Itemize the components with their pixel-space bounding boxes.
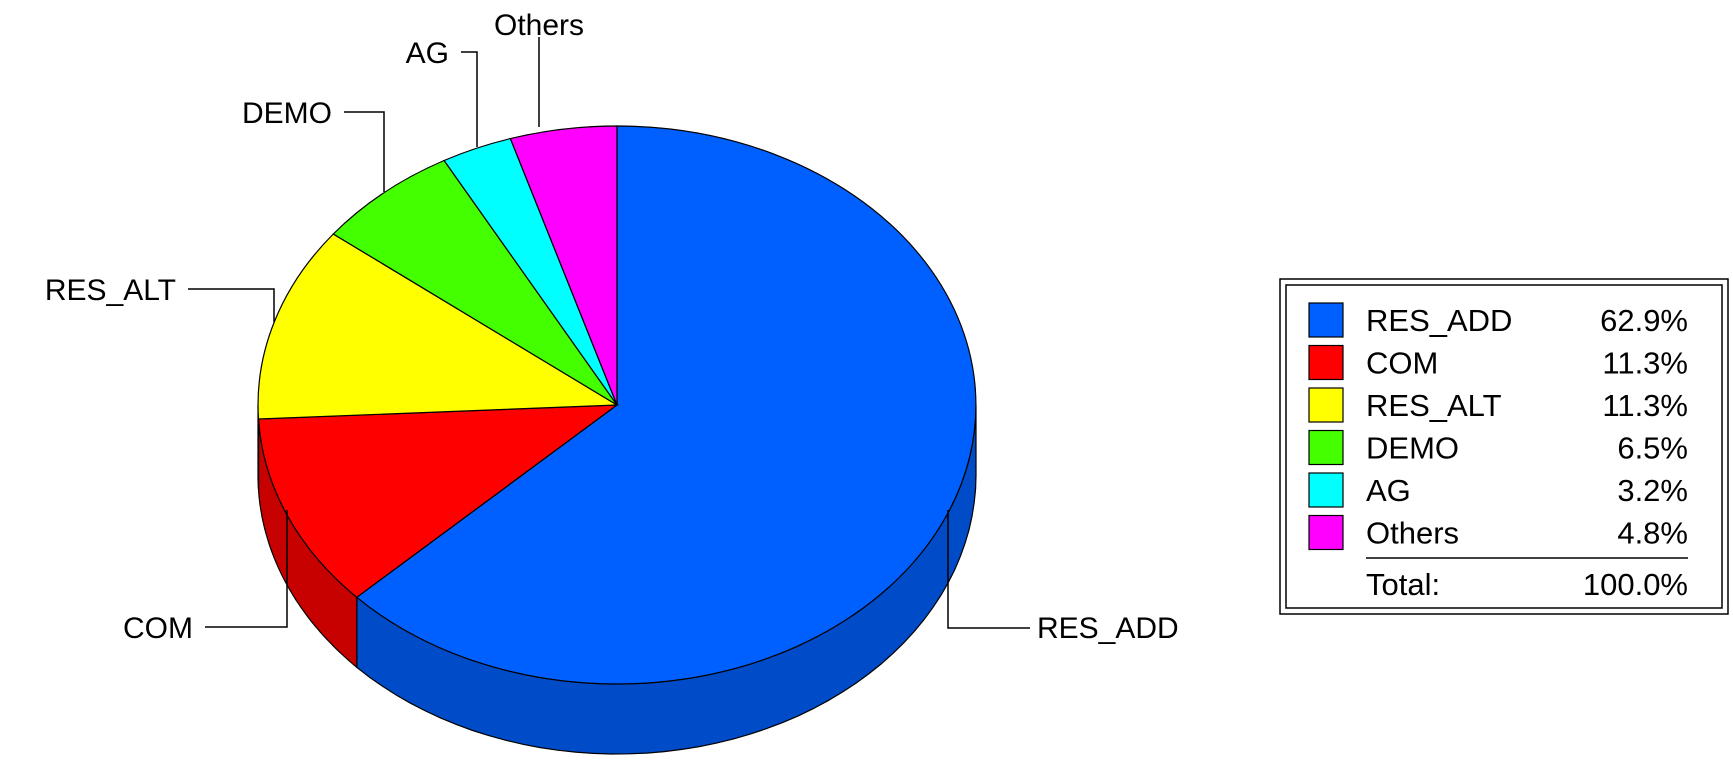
legend-label-ag: AG [1366, 473, 1411, 508]
legend-total-label: Total: [1366, 567, 1440, 602]
legend-value-others: 4.8% [1617, 516, 1688, 551]
slice-label-res-alt: RES_ALT [45, 274, 176, 307]
slice-label-demo: DEMO [242, 97, 332, 130]
legend-swatch-res-add [1308, 302, 1344, 338]
pie-top-slices [257, 125, 977, 685]
leader-line-res-add [947, 510, 1030, 629]
slice-label-com: COM [123, 612, 193, 645]
legend-label-res-alt: RES_ALT [1366, 388, 1502, 423]
legend-label-others: Others [1366, 516, 1459, 551]
legend-swatch-com [1308, 344, 1344, 381]
leader-line-demo [344, 111, 385, 192]
leader-line-ag [461, 51, 478, 147]
legend-swatch-res-alt [1308, 387, 1344, 423]
legend-value-res-add: 62.9% [1600, 303, 1688, 338]
legend-total-value: 100.0% [1583, 567, 1688, 602]
slice-label-others: Others [494, 9, 584, 42]
legend-items: RES_ADD 62.9% COM 11.3% RES_ALT 11.3% DEMO 6.5%… [1308, 302, 1688, 551]
legend-value-ag: 3.2% [1617, 473, 1688, 508]
pie-slice-others [509, 125, 618, 406]
legend-inner-frame [1285, 284, 1723, 609]
legend-value-demo: 6.5% [1617, 431, 1688, 466]
legend-label-demo: DEMO [1366, 431, 1459, 466]
legend-label-com: COM [1366, 346, 1438, 381]
leader-line-com [205, 510, 288, 628]
legend-swatch-ag [1308, 472, 1344, 508]
legend-value-res-alt: 11.3% [1602, 388, 1688, 423]
pie-slice-labels: RES_ADD COM RES_ALT DEMO AG Others [45, 9, 1179, 645]
leader-line-res-alt [188, 288, 275, 322]
pie-slice-demo [332, 159, 618, 406]
legend-swatch-others [1308, 514, 1344, 551]
legend: RES_ADD 62.9% COM 11.3% RES_ALT 11.3% DEMO 6.5%… [1279, 278, 1729, 615]
slice-label-ag: AG [406, 37, 449, 70]
slice-label-res-add: RES_ADD [1037, 612, 1179, 645]
legend-value-com: 11.3% [1602, 346, 1688, 381]
legend-label-res-add: RES_ADD [1366, 303, 1512, 338]
pie-slice-res-add [355, 125, 977, 685]
legend-swatch-demo [1308, 429, 1344, 466]
